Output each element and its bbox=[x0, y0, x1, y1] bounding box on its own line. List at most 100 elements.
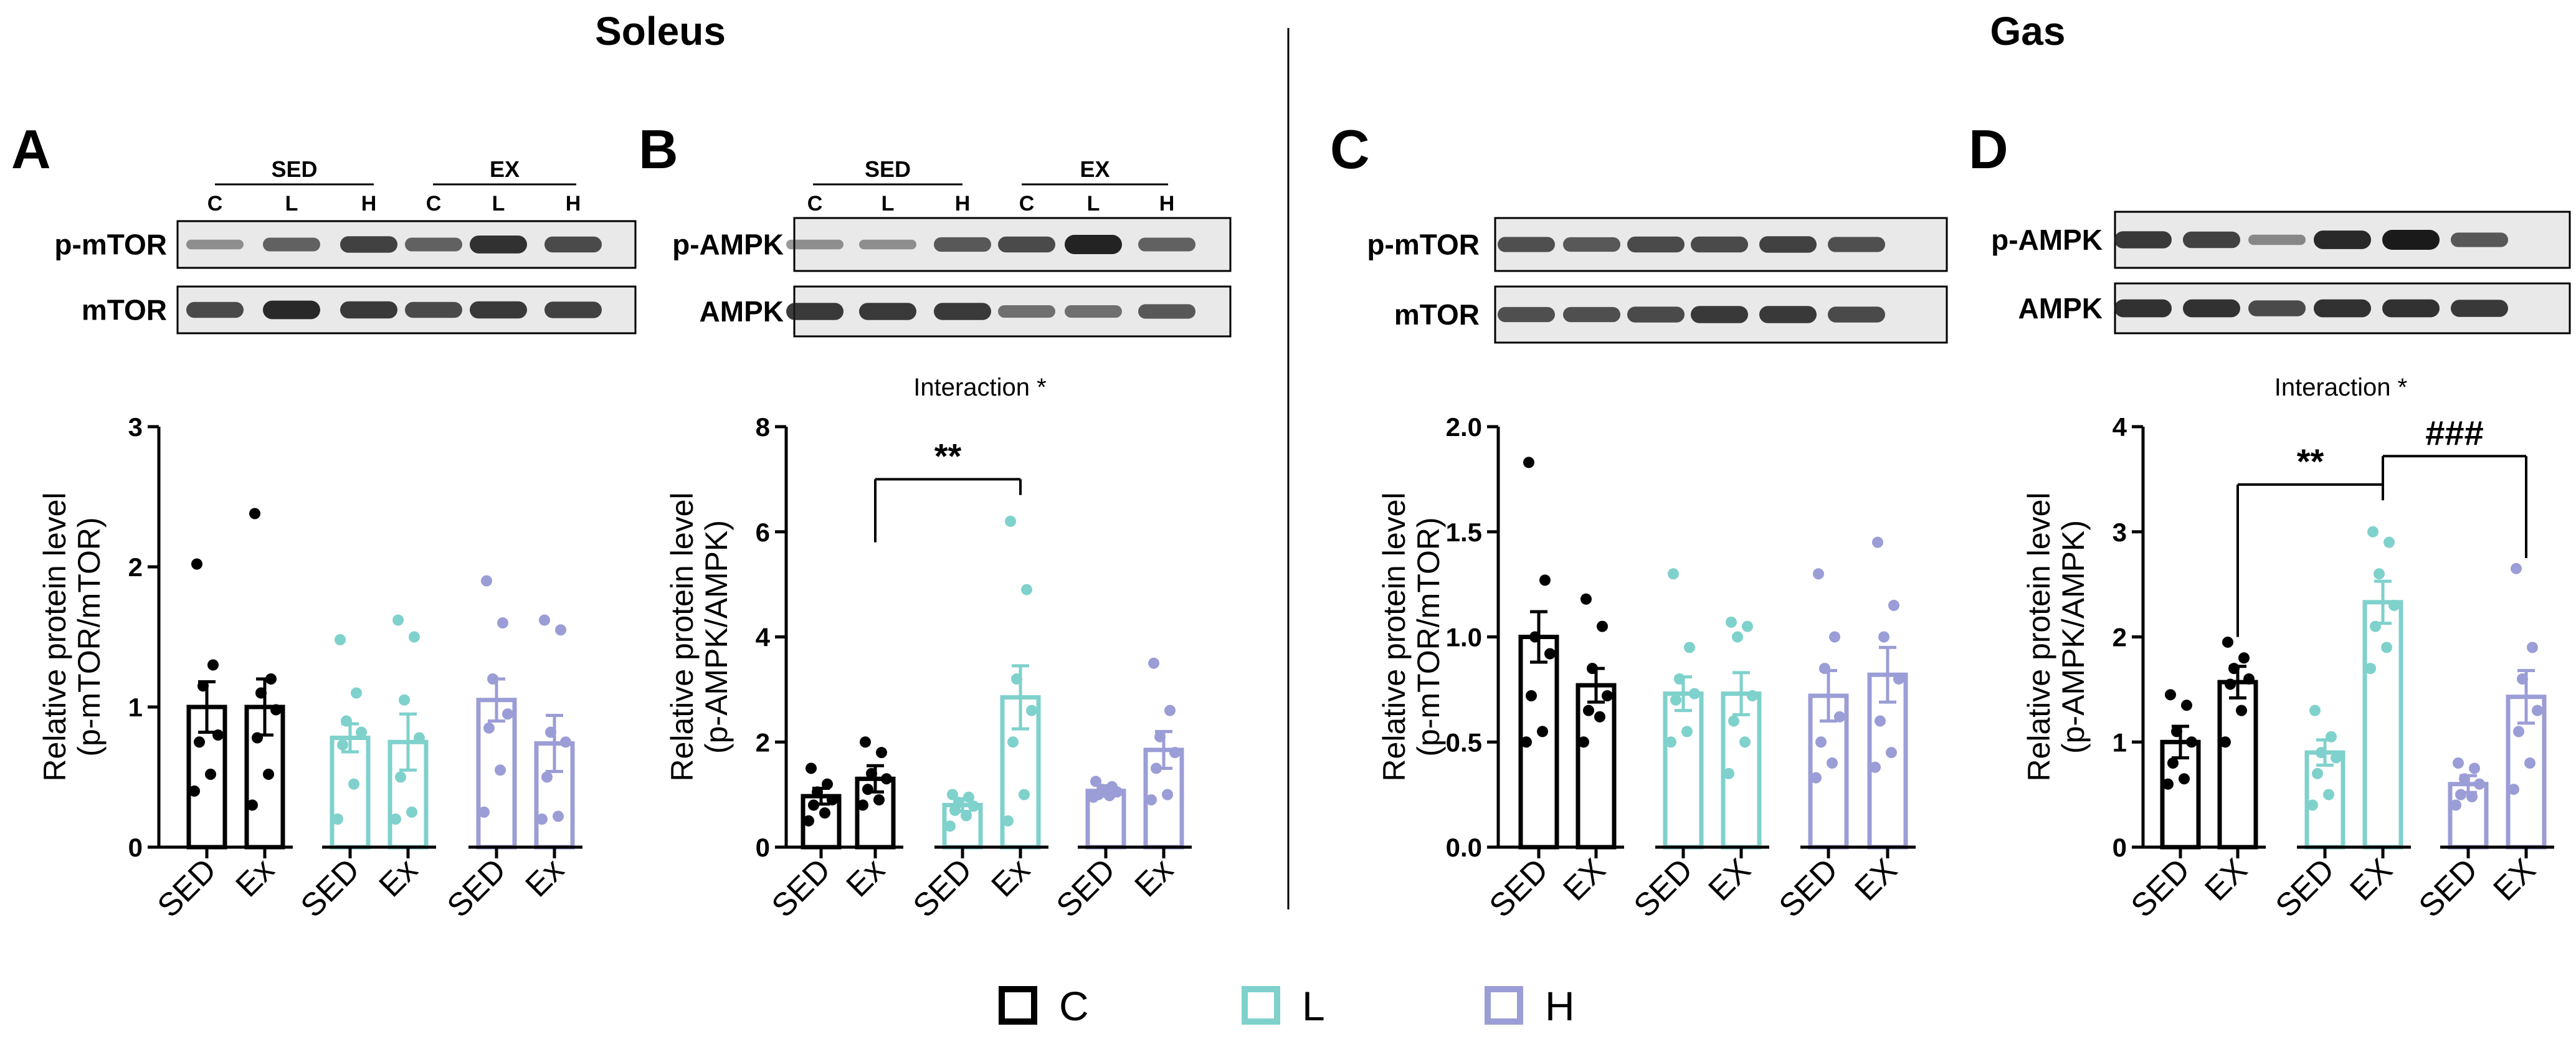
data-point bbox=[2365, 663, 2376, 675]
data-point bbox=[1689, 688, 1700, 700]
legend-label-L: L bbox=[1302, 983, 1325, 1029]
blot-band bbox=[2451, 300, 2508, 317]
interaction-label: Interaction * bbox=[2274, 374, 2407, 401]
data-point bbox=[1011, 673, 1022, 685]
data-point bbox=[409, 631, 420, 643]
data-point bbox=[1169, 747, 1181, 759]
data-point bbox=[2511, 562, 2522, 574]
blot-band bbox=[859, 303, 916, 320]
blot-band bbox=[934, 237, 991, 252]
chart-panel-B: 0 2 4 6 8 Relative protein level (p-AMPK/AMPK)… bbox=[665, 374, 1192, 924]
x-tick-label: SED bbox=[1483, 852, 1556, 924]
blot-lane-label: C bbox=[426, 192, 442, 216]
data-point bbox=[873, 794, 885, 806]
blot-band bbox=[2114, 299, 2172, 318]
blot-band bbox=[786, 303, 844, 320]
blot-band bbox=[2314, 230, 2371, 249]
data-point bbox=[2243, 673, 2255, 685]
y-tick-label: 1.0 bbox=[1446, 623, 1482, 652]
data-point bbox=[1162, 789, 1173, 800]
data-point bbox=[351, 687, 362, 699]
data-point bbox=[2181, 700, 2192, 711]
x-tick-label: SED bbox=[2412, 852, 2485, 924]
y-axis-label: Relative protein level bbox=[2022, 492, 2056, 781]
blot-band bbox=[998, 236, 1055, 253]
data-point bbox=[553, 810, 564, 822]
data-point bbox=[1537, 726, 1548, 738]
data-point bbox=[1602, 690, 1613, 701]
blot-band bbox=[1138, 304, 1195, 319]
western-blots: SED EX C L H C L Hp-mTOR mTOR SED EX C L H C L Hp-AMPK AM… bbox=[54, 156, 2571, 344]
data-point bbox=[1578, 736, 1589, 748]
data-point bbox=[1090, 776, 1101, 787]
data-point bbox=[2453, 757, 2464, 769]
section-title-soleus: Soleus bbox=[595, 9, 726, 54]
legend-item-L: L bbox=[1242, 983, 1325, 1029]
y-tick-label: 3 bbox=[128, 412, 143, 442]
data-point bbox=[1872, 536, 1883, 548]
data-point bbox=[2309, 705, 2321, 716]
data-point bbox=[395, 771, 406, 783]
blot-lane-label: H bbox=[955, 192, 971, 216]
y-tick-label: 0.5 bbox=[1446, 728, 1482, 757]
blot-band bbox=[470, 235, 527, 254]
data-point bbox=[2179, 773, 2190, 785]
data-point bbox=[1104, 790, 1115, 802]
data-point bbox=[1739, 736, 1751, 748]
data-point bbox=[348, 778, 359, 790]
data-point bbox=[944, 820, 956, 832]
sig-label: ** bbox=[2297, 442, 2324, 481]
data-point bbox=[968, 800, 979, 812]
data-point bbox=[1583, 705, 1594, 716]
data-point bbox=[263, 769, 274, 780]
blot-row-label: p-AMPK bbox=[1991, 224, 2103, 256]
blot-band bbox=[405, 301, 462, 318]
data-point bbox=[2469, 762, 2480, 774]
data-point bbox=[1893, 673, 1904, 685]
legend-label-C: C bbox=[1059, 983, 1089, 1029]
x-tick-label: EX bbox=[2486, 852, 2542, 908]
data-point bbox=[2186, 736, 2197, 748]
data-point bbox=[247, 799, 258, 811]
data-point bbox=[1670, 694, 1681, 706]
data-point bbox=[1539, 574, 1551, 586]
data-point bbox=[2225, 678, 2236, 690]
data-point bbox=[1526, 690, 1537, 701]
y-tick-label: 1 bbox=[128, 693, 143, 722]
panel-label-B: B bbox=[639, 118, 678, 180]
blot-band bbox=[186, 301, 244, 318]
x-tick-label: Ex bbox=[1128, 852, 1181, 904]
data-point bbox=[406, 806, 417, 818]
data-point bbox=[2455, 789, 2466, 800]
y-tick-label: 4 bbox=[2113, 412, 2127, 442]
data-point bbox=[483, 722, 495, 734]
data-point bbox=[2171, 726, 2182, 738]
y-tick-label: 2 bbox=[2113, 623, 2127, 652]
data-point bbox=[1813, 568, 1824, 580]
data-point bbox=[949, 804, 961, 816]
blot-band bbox=[1563, 306, 1620, 323]
data-point bbox=[2384, 536, 2395, 548]
data-point bbox=[255, 687, 267, 699]
data-point bbox=[812, 786, 823, 798]
blot-band bbox=[2114, 231, 2172, 249]
data-point bbox=[1002, 815, 1014, 827]
data-point bbox=[1810, 772, 1822, 784]
y-axis-label: (p-mTOR/mTOR) bbox=[72, 517, 107, 756]
blot-band bbox=[2314, 299, 2371, 318]
data-point bbox=[207, 659, 219, 671]
x-tick-label: SED bbox=[1050, 852, 1123, 924]
y-axis-label: (p-AMPK/AMPK) bbox=[2056, 520, 2091, 754]
data-point bbox=[2517, 673, 2528, 685]
data-point bbox=[2532, 705, 2543, 716]
data-point bbox=[2307, 799, 2318, 811]
blot-lane-label: C bbox=[207, 192, 223, 216]
data-point bbox=[1154, 731, 1166, 742]
blot-band bbox=[263, 300, 320, 320]
blot-lane-label: C bbox=[1019, 192, 1035, 216]
legend: C L H bbox=[999, 983, 1575, 1029]
blot-band bbox=[934, 303, 991, 320]
data-point bbox=[2466, 791, 2478, 802]
x-tick-label: EX bbox=[1556, 852, 1612, 908]
data-point bbox=[189, 785, 200, 797]
